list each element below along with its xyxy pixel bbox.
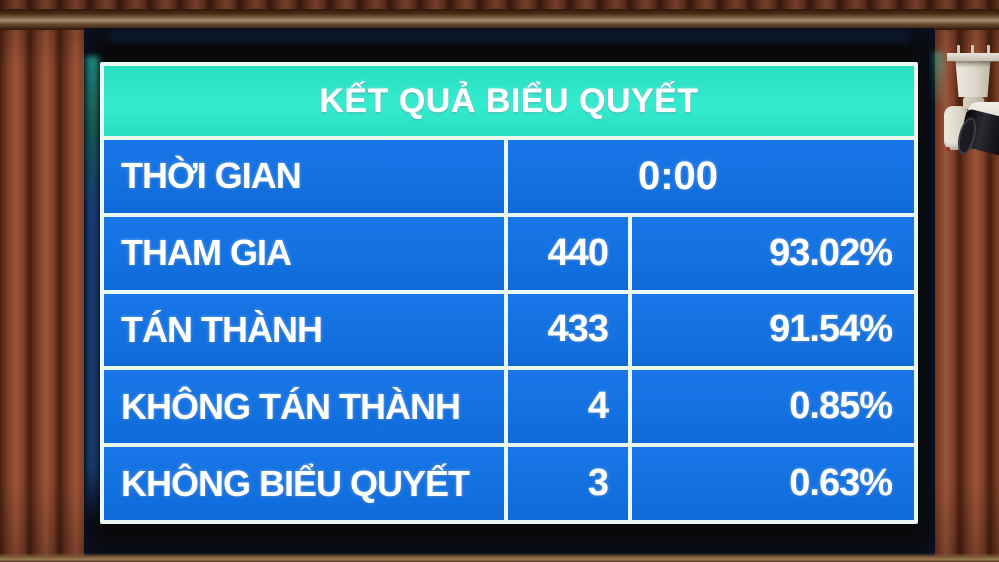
row-khong-bieu-quyet-count: 3 — [508, 447, 628, 520]
row-tan-thanh-count: 433 — [508, 293, 628, 367]
row-khong-tan-thanh-count: 4 — [508, 370, 628, 444]
camera-mount-pin — [957, 45, 960, 54]
camera-mount-plate — [947, 53, 999, 62]
row-tham-gia-count: 440 — [508, 216, 628, 290]
row-khong-tan-thanh-label: KHÔNG TÁN THÀNH — [104, 370, 504, 444]
time-row-value: 0:00 — [508, 140, 914, 213]
row-tham-gia-label: THAM GIA — [104, 216, 504, 290]
board-title: KẾT QUẢ BIỂU QUYẾT — [104, 66, 914, 136]
wall-top-rail — [0, 9, 999, 30]
row-khong-bieu-quyet-label: KHÔNG BIỂU QUYẾT — [104, 447, 504, 520]
time-row-label: THỜI GIAN — [104, 140, 504, 213]
vote-results-board: KẾT QUẢ BIỂU QUYẾT THỜI GIAN 0:00 THAM G… — [100, 62, 918, 524]
row-tan-thanh-percent: 91.54% — [632, 293, 914, 367]
camera-indicator-dot — [946, 147, 950, 151]
surveillance-camera — [938, 40, 999, 170]
row-khong-bieu-quyet-percent: 0.63% — [632, 447, 914, 520]
camera-mount-pin — [987, 45, 990, 54]
camera-mount-bracket — [955, 61, 991, 97]
screen-glow-top — [110, 32, 910, 42]
row-tham-gia-percent: 93.02% — [632, 216, 914, 290]
row-khong-tan-thanh-percent: 0.85% — [632, 370, 914, 444]
camera-mount-pin — [971, 45, 974, 54]
wall-bottom-rail — [0, 553, 999, 562]
screen-glow-left — [86, 56, 99, 522]
row-tan-thanh-label: TÁN THÀNH — [104, 293, 504, 367]
screen-glow-right — [933, 52, 944, 110]
